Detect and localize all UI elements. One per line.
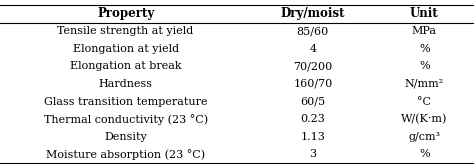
Text: N/mm²: N/mm² bbox=[405, 79, 444, 89]
Text: W/(K·m): W/(K·m) bbox=[401, 114, 447, 124]
Text: g/cm³: g/cm³ bbox=[408, 132, 440, 142]
Text: Glass transition temperature: Glass transition temperature bbox=[44, 97, 207, 107]
Text: °C: °C bbox=[417, 97, 431, 107]
Text: 0.23: 0.23 bbox=[301, 114, 325, 124]
Text: 1.13: 1.13 bbox=[301, 132, 325, 142]
Text: Hardness: Hardness bbox=[99, 79, 153, 89]
Text: %: % bbox=[419, 61, 429, 71]
Text: Dry/moist: Dry/moist bbox=[281, 7, 345, 20]
Text: Tensile strength at yield: Tensile strength at yield bbox=[57, 26, 194, 36]
Text: 3: 3 bbox=[309, 149, 317, 159]
Text: Thermal conductivity (23 °C): Thermal conductivity (23 °C) bbox=[44, 114, 208, 124]
Text: 60/5: 60/5 bbox=[300, 97, 326, 107]
Text: Unit: Unit bbox=[410, 7, 438, 20]
Text: Elongation at yield: Elongation at yield bbox=[73, 44, 179, 54]
Text: 160/70: 160/70 bbox=[293, 79, 332, 89]
Text: 70/200: 70/200 bbox=[293, 61, 332, 71]
Text: Density: Density bbox=[104, 132, 147, 142]
Text: 4: 4 bbox=[309, 44, 317, 54]
Text: Elongation at break: Elongation at break bbox=[70, 61, 182, 71]
Text: Moisture absorption (23 °C): Moisture absorption (23 °C) bbox=[46, 149, 205, 160]
Text: Property: Property bbox=[97, 7, 154, 20]
Text: %: % bbox=[419, 149, 429, 159]
Text: 85/60: 85/60 bbox=[297, 26, 329, 36]
Text: %: % bbox=[419, 44, 429, 54]
Text: MPa: MPa bbox=[412, 26, 437, 36]
